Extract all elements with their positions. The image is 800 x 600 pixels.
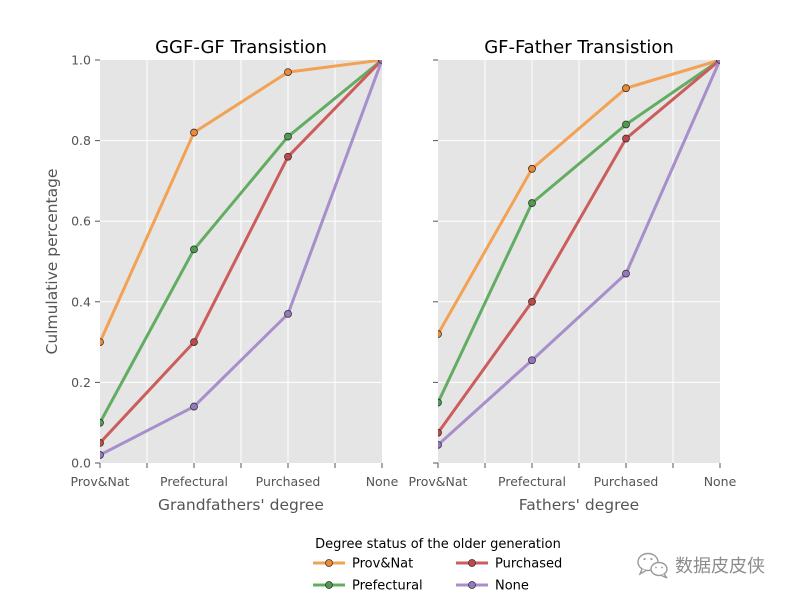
y-tick-label: 0.8 [71,133,91,148]
data-point-purchased [622,134,630,143]
data-point-purchased [190,338,198,347]
legend-entry-prefectural: Prefectural [313,579,423,594]
series-line-purchased [100,60,382,445]
legend-entry-none: None [456,579,529,594]
axis-ticks [95,59,383,468]
wechat-bubble-small [650,561,668,577]
y-tick-label: 0.6 [71,214,91,229]
y-tick-label: 0.0 [71,456,91,471]
legend-title: Degree status of the older generation [315,537,561,552]
wechat-eye-dot [655,566,657,569]
data-point-prefectural [438,398,442,407]
series-line-prov-nat [438,60,720,336]
wechat-eye-dot [661,566,663,569]
wechat-bubble-large-tail [638,568,647,576]
data-point-prov-nat [622,84,630,93]
data-point-prefectural [528,199,536,207]
legend-marker-swatch [325,581,333,589]
data-point-none [378,60,382,64]
data-point-prefectural [100,418,104,427]
legend-label: Prov&Nat [352,557,413,572]
data-point-prov-nat [100,338,104,346]
y-axis-label: Culmulative percentage [43,169,61,355]
panel-2: Prov&Nat Prefectural Purchased None GF-Fathe… [409,37,737,514]
chart-title: GGF-GF Transistion [155,37,327,58]
series-line-prov-nat [100,60,382,344]
legend-marker-swatch [325,559,333,567]
legend-label: Purchased [495,557,562,572]
data-point-prov-nat [438,330,442,338]
legend-marker-swatch [468,559,476,567]
chart-panels: Prov&Nat Prefectural Purchased None 0.0 0.2 0.… [43,37,737,514]
x-tick-label-purchased: Purchased [256,474,321,489]
y-tick-label: 0.2 [71,375,91,390]
legend-label: Prefectural [352,579,423,594]
data-point-prefectural [622,120,630,129]
x-tick-label-prov-nat: Prov&Nat [409,474,468,489]
legend-entry-prov-nat: Prov&Nat [313,557,413,572]
legend-entry-purchased: Purchased [456,557,562,572]
series-line-prefectural [100,60,382,425]
chart-title: GF-Father Transistion [484,37,674,58]
data-point-none [622,269,630,278]
data-point-prov-nat [528,164,536,173]
gridlines [100,60,382,463]
watermark-text: 数据皮皮侠 [675,556,765,577]
x-tick-label-none: None [366,474,399,489]
data-point-prefectural [284,132,292,141]
legend: Degree status of the older generation Pr… [313,537,562,594]
data-point-none [438,440,442,449]
series-line-prefectural [438,60,720,405]
y-tick-label: 1.0 [71,53,91,68]
data-point-none [716,60,720,64]
x-tick-label-none: None [704,474,737,489]
x-axis-label: Grandfathers' degree [158,496,324,514]
y-tick-label: 0.4 [71,294,91,309]
x-tick-label-purchased: Purchased [594,474,659,489]
data-point-none [190,402,198,411]
data-point-none [284,309,292,318]
legend-label: None [495,579,529,594]
data-point-none [528,356,536,365]
watermark: 数据皮皮侠 [637,552,765,579]
series-group [100,60,382,459]
wechat-bubble-small-tail [660,573,668,579]
data-point-prefectural [190,245,198,254]
wechat-eye-dot [650,557,653,561]
data-point-purchased [528,297,536,306]
x-tick-label-prefectural: Prefectural [160,474,228,489]
data-point-purchased [100,438,104,447]
data-point-prov-nat [284,68,292,76]
panel-1: Prov&Nat Prefectural Purchased None 0.0 0.2 0.… [43,37,399,514]
series-line-purchased [438,60,720,435]
data-point-none [100,451,104,459]
legend-marker-swatch [468,581,476,589]
x-tick-label-prov-nat: Prov&Nat [71,474,130,489]
series-group [438,60,720,449]
x-tick-label-prefectural: Prefectural [498,474,566,489]
data-point-prov-nat [190,128,198,137]
data-point-purchased [438,428,442,437]
axis-ticks [433,59,721,468]
data-point-purchased [284,152,292,161]
wechat-eye-dot [643,557,646,561]
wechat-icon [637,552,668,579]
series-line-none [100,60,382,457]
series-line-none [438,60,720,447]
x-axis-label: Fathers' degree [519,496,639,514]
